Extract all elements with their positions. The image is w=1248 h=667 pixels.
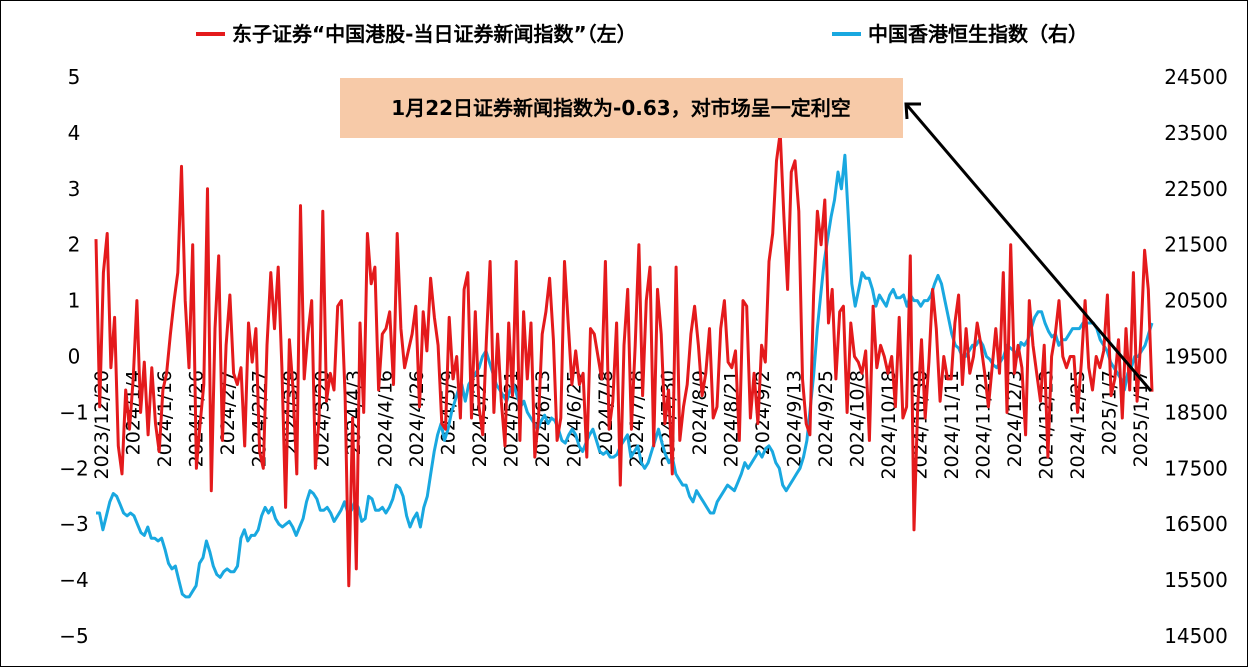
annotation-text: 1月22日证券新闻指数为-0.63，对市场呈一定利空: [391, 96, 850, 120]
y-right-tick-label: 19500: [1164, 345, 1228, 369]
y-right-tick-label: 21500: [1164, 233, 1228, 257]
x-tick-label: 2024/7/8: [595, 370, 617, 455]
x-tick-label: 2024/9/25: [815, 370, 837, 467]
x-tick-label: 2024/9/2: [752, 370, 774, 455]
annotation-arrow-line: [904, 103, 1153, 392]
annotation-box: [340, 78, 903, 138]
y-right-tick-label: 18500: [1164, 400, 1228, 424]
y-axis-left: 5 4 3 2 1 0 −1 −2 −3 −4 −5: [59, 65, 88, 648]
y-right-tick-label: 20500: [1164, 289, 1228, 313]
y-right-tick-label: 15500: [1164, 568, 1228, 592]
y-left-tick-label: 0: [68, 345, 81, 369]
legend: 东子证券“中国港股-当日证券新闻指数”（左） 中国香港恒生指数（右）: [196, 22, 1088, 46]
y-left-tick-label: −1: [59, 400, 88, 424]
x-tick-label: 2024/10/8: [847, 370, 869, 467]
y-right-tick-label: 22500: [1164, 177, 1228, 201]
x-tick-label: 2024/12/25: [1067, 370, 1089, 480]
y-right-tick-label: 17500: [1164, 456, 1228, 480]
y-right-tick-label: 16500: [1164, 512, 1228, 536]
y-left-tick-label: 3: [68, 177, 81, 201]
y-left-tick-label: −2: [59, 456, 88, 480]
y-right-tick-label: 14500: [1164, 624, 1228, 648]
y-left-tick-label: 2: [68, 233, 81, 257]
y-axis-right: 24500 23500 22500 21500 20500 19500 18500 17500…: [1164, 65, 1228, 648]
series-line-news-index: [94, 131, 1154, 588]
legend-label-hang-seng: 中国香港恒生指数（右）: [868, 22, 1088, 46]
annotation-arrow-head: [904, 102, 921, 120]
y-left-tick-label: 1: [68, 289, 81, 313]
y-left-tick-label: −4: [59, 568, 88, 592]
x-tick-label: 2024/4/26: [406, 370, 428, 467]
annotation: 1月22日证券新闻指数为-0.63，对市场呈一定利空: [340, 78, 1153, 392]
x-tick-label: 2024/11/11: [941, 370, 963, 480]
y-left-tick-label: 4: [68, 121, 81, 145]
x-tick-label: 2024/12/3: [1004, 370, 1026, 467]
x-tick-label: 2025/1/7: [1099, 370, 1121, 455]
x-tick-label: 2024/4/16: [374, 370, 396, 467]
legend-label-news-index: 东子证券“中国港股-当日证券新闻指数”（左）: [232, 22, 637, 46]
y-right-tick-label: 24500: [1164, 65, 1228, 89]
y-left-tick-label: 5: [68, 65, 81, 89]
y-left-tick-label: −5: [59, 624, 88, 648]
y-left-tick-label: −3: [59, 512, 88, 536]
x-tick-label: 2024/8/9: [689, 370, 711, 455]
x-tick-label: 2025/1/17: [1130, 370, 1152, 467]
y-right-tick-label: 23500: [1164, 121, 1228, 145]
x-tick-label: 2023/12/20: [91, 370, 113, 480]
x-tick-label: 2024/9/13: [784, 370, 806, 467]
